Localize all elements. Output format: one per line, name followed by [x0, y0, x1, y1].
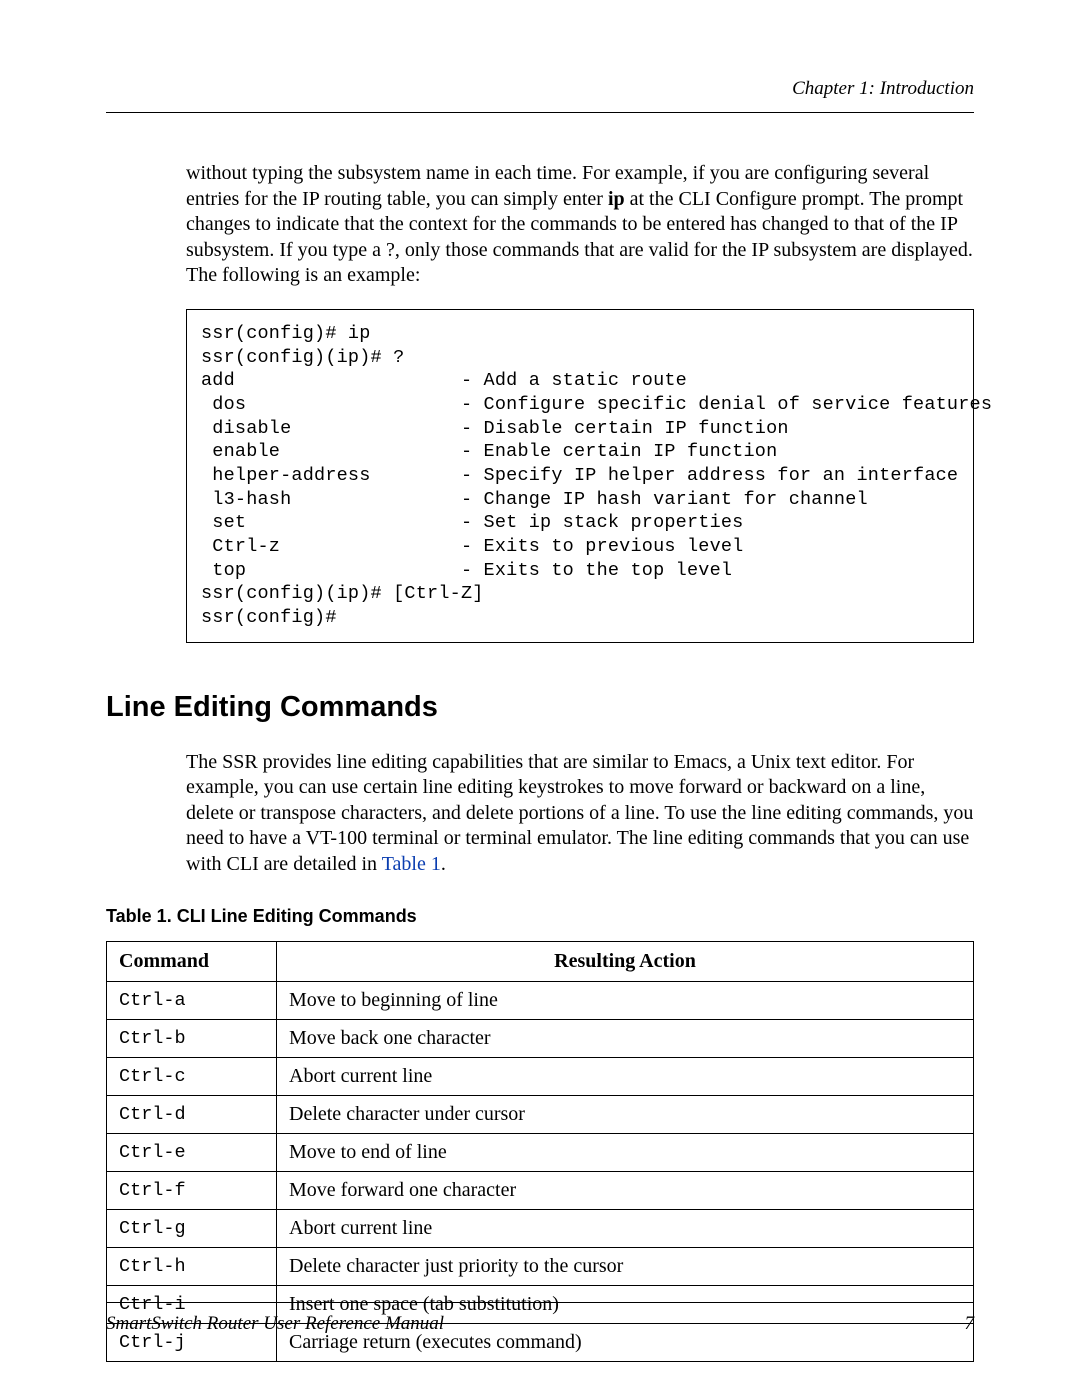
table-header-action: Resulting Action — [277, 941, 974, 981]
table-cell-command: Ctrl-c — [107, 1057, 277, 1095]
table-cell-command: Ctrl-a — [107, 981, 277, 1019]
table-row: Ctrl-bMove back one character — [107, 1019, 974, 1057]
table-cell-action: Abort current line — [277, 1209, 974, 1247]
table-row: Ctrl-cAbort current line — [107, 1057, 974, 1095]
table-header-command: Command — [107, 941, 277, 981]
table-row: Ctrl-gAbort current line — [107, 1209, 974, 1247]
table-row: Ctrl-dDelete character under cursor — [107, 1095, 974, 1133]
table-caption: Table 1. CLI Line Editing Commands — [106, 906, 974, 927]
table-row: Ctrl-eMove to end of line — [107, 1133, 974, 1171]
table-row: Ctrl-hDelete character just priority to … — [107, 1247, 974, 1285]
table-cell-action: Move back one character — [277, 1019, 974, 1057]
table-cell-action: Move to beginning of line — [277, 981, 974, 1019]
document-page: Chapter 1: Introduction without typing t… — [0, 0, 1080, 1397]
footer-page-number: 7 — [965, 1313, 975, 1335]
intro-text-bold: ip — [608, 188, 625, 210]
table-cell-command: Ctrl-f — [107, 1171, 277, 1209]
table-header-row: Command Resulting Action — [107, 941, 974, 981]
chapter-title: Chapter 1: Introduction — [792, 78, 974, 99]
table-cell-command: Ctrl-e — [107, 1133, 277, 1171]
page-footer: SmartSwitch Router User Reference Manual… — [106, 1302, 974, 1335]
table-cell-action: Move to end of line — [277, 1133, 974, 1171]
intro-paragraph: without typing the subsystem name in eac… — [186, 161, 974, 289]
section-text-pre: The SSR provides line editing capabiliti… — [186, 751, 973, 875]
table-cell-command: Ctrl-d — [107, 1095, 277, 1133]
section-heading: Line Editing Commands — [106, 691, 974, 724]
table-cell-command: Ctrl-h — [107, 1247, 277, 1285]
footer-book-title: SmartSwitch Router User Reference Manual — [106, 1313, 444, 1335]
section-text-post: . — [441, 853, 446, 875]
table-row: Ctrl-aMove to beginning of line — [107, 981, 974, 1019]
section-paragraph: The SSR provides line editing capabiliti… — [186, 750, 974, 878]
table-cell-action: Delete character just priority to the cu… — [277, 1247, 974, 1285]
table-reference-link[interactable]: Table 1 — [382, 853, 441, 875]
table-cell-command: Ctrl-b — [107, 1019, 277, 1057]
cli-example-block: ssr(config)# ip ssr(config)(ip)# ? add -… — [186, 309, 974, 643]
table-cell-command: Ctrl-g — [107, 1209, 277, 1247]
cli-commands-table: Command Resulting Action Ctrl-aMove to b… — [106, 941, 974, 1362]
table-cell-action: Delete character under cursor — [277, 1095, 974, 1133]
page-header: Chapter 1: Introduction — [106, 78, 974, 113]
table-cell-action: Move forward one character — [277, 1171, 974, 1209]
table-cell-action: Abort current line — [277, 1057, 974, 1095]
table-row: Ctrl-fMove forward one character — [107, 1171, 974, 1209]
